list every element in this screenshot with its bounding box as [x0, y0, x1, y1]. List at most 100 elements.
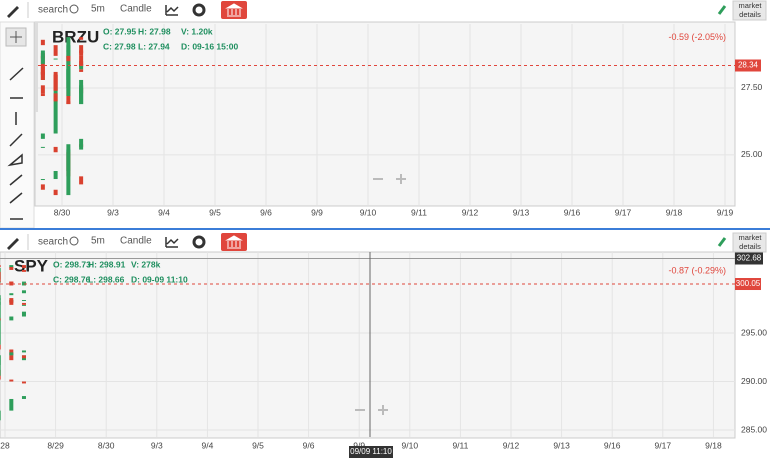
candle: [0, 355, 1, 376]
candle: [21, 355, 26, 359]
zoom-controls[interactable]: [373, 174, 406, 184]
market-details-button[interactable]: [732, 232, 767, 253]
candle: [66, 90, 71, 105]
x-tick-label: 9/9: [353, 440, 365, 450]
candle: [53, 96, 58, 102]
candle: [53, 50, 58, 56]
indicator-icon[interactable]: [165, 237, 179, 248]
link-icon[interactable]: [717, 5, 727, 15]
candle: [53, 146, 58, 153]
candle: [21, 311, 26, 317]
chart-style[interactable]: Candle: [120, 236, 152, 247]
candle: [21, 290, 26, 294]
y-tick-label: 290.00: [741, 376, 767, 386]
x-tick-label: 9/11: [411, 207, 427, 217]
settings-icon[interactable]: [192, 235, 206, 249]
candle: [79, 50, 84, 56]
symbol: BRZU: [52, 27, 99, 46]
candle: [40, 146, 45, 148]
x-tick-label: 9/11: [452, 440, 468, 450]
candle: [0, 295, 1, 301]
ohlc-info: C: 27.98: [103, 41, 136, 51]
x-tick-label: 9/9: [311, 207, 323, 217]
candle: [40, 55, 45, 75]
x-tick-label: 9/5: [209, 207, 221, 217]
candle: [9, 379, 14, 382]
candle: [40, 85, 45, 94]
pencil-icon[interactable]: [7, 238, 19, 250]
settings-icon[interactable]: [192, 3, 206, 17]
link-icon[interactable]: [717, 237, 727, 247]
change: -0.87 (-0.29%): [668, 265, 726, 275]
candle: [21, 381, 26, 384]
x-tick-label: 9/10: [360, 207, 377, 217]
indicator-icon[interactable]: [165, 5, 179, 16]
candle: [21, 269, 26, 272]
x-tick-label: 9/19: [717, 207, 734, 217]
candle: [9, 281, 14, 285]
x-tick-label: 9/17: [615, 207, 632, 217]
crosshair-icon: [10, 31, 22, 43]
interval[interactable]: 5m: [91, 236, 105, 247]
ohlc-info: V: 1.20k: [181, 26, 213, 36]
last-price-tag: [735, 59, 761, 72]
candle: [21, 304, 26, 306]
x-tick-label: 9/13: [513, 207, 530, 217]
pencil-icon[interactable]: [7, 6, 19, 18]
drawing-tools[interactable]: [7, 67, 24, 220]
candle: [40, 39, 45, 46]
candle: [40, 133, 45, 139]
x-tick-label: 9/12: [462, 207, 479, 217]
x-tick-label: 9/18: [705, 440, 722, 450]
chart-style[interactable]: Candle: [120, 4, 152, 15]
candle: [79, 85, 84, 105]
ohlc-info: H: 27.98: [138, 26, 171, 36]
candle: [40, 184, 45, 190]
search-icon[interactable]: [69, 4, 79, 14]
ohlc-info: L: 298.66: [88, 274, 125, 284]
market-details-button[interactable]: [732, 0, 767, 21]
x-tick-label: 9/18: [666, 207, 683, 217]
search-icon[interactable]: [69, 236, 79, 246]
candle: [53, 74, 58, 86]
crosshair-tag: [349, 446, 393, 458]
candle: [53, 45, 58, 51]
last-price-tag: [735, 278, 761, 291]
candle: [21, 284, 26, 286]
x-tick-label: 28: [0, 440, 10, 450]
search-label[interactable]: search: [38, 5, 68, 16]
candle: [40, 179, 45, 181]
candle: [79, 138, 84, 150]
x-tick-label: 9/6: [303, 440, 315, 450]
y-tick-label: 285.00: [741, 424, 767, 434]
ohlc-info: V: 278k: [131, 259, 161, 269]
candle: [53, 170, 58, 180]
candle: [0, 300, 1, 345]
candle: [66, 69, 71, 86]
interval[interactable]: 5m: [91, 4, 105, 15]
candle: [79, 45, 84, 54]
crosshair-label: 09/09 11:10: [350, 447, 392, 456]
zoom-controls[interactable]: [355, 405, 388, 415]
last-price-label: 28.34: [738, 61, 759, 70]
candle: [0, 265, 1, 268]
x-tick-label: 9/13: [553, 440, 570, 450]
x-tick-label: 9/3: [107, 207, 119, 217]
candle: [53, 85, 58, 134]
scrollbar: [35, 22, 38, 112]
x-tick-label: 9/17: [655, 440, 672, 450]
ohlc-info: D: 09-09 11:10: [131, 274, 188, 284]
candle: [53, 93, 58, 97]
x-tick-label: 9/16: [564, 207, 581, 217]
candle: [79, 63, 84, 70]
x-tick-label: 8/30: [54, 207, 71, 217]
market-details-text: details: [739, 242, 761, 251]
x-tick-label: 8/30: [98, 440, 115, 450]
candle: [21, 265, 26, 269]
change: -0.59 (-2.05%): [668, 32, 726, 42]
candle: [66, 50, 71, 52]
search-label[interactable]: search: [38, 237, 68, 248]
y-tick-label: 295.00: [741, 327, 767, 337]
x-tick-label: 8/29: [47, 440, 64, 450]
candle: [0, 280, 1, 282]
